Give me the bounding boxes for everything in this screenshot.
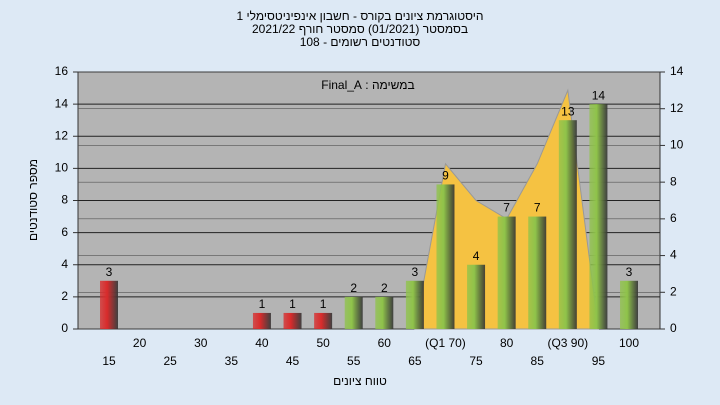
data-label: 2	[381, 281, 388, 295]
chart-title: היסטוגרמת ציונים בקורס - חשבון אינפיניטס…	[237, 9, 484, 23]
x-tick-label: 100	[619, 336, 639, 350]
x-tick-label: 75	[469, 354, 483, 368]
y-tick-label: 4	[61, 257, 68, 271]
x-tick-label: 45	[286, 354, 300, 368]
y-tick-label: 6	[61, 225, 68, 239]
data-label: 9	[442, 169, 449, 183]
y2-tick-label: 10	[670, 138, 684, 152]
x-tick-label: 55	[347, 354, 361, 368]
data-label: 7	[503, 201, 510, 215]
bar	[405, 280, 424, 329]
data-label: 3	[106, 265, 113, 279]
bar	[344, 296, 363, 329]
y-tick-label: 12	[55, 128, 69, 142]
x-tick-label: 65	[408, 354, 422, 368]
x-tick-label: (Q3 90)	[547, 336, 588, 350]
y2-tick-label: 4	[670, 248, 677, 262]
y2-tick-label: 2	[670, 284, 677, 298]
bar	[375, 296, 394, 329]
y-tick-label: 14	[55, 96, 69, 110]
y-tick-label: 8	[61, 193, 68, 207]
x-tick-label: 40	[255, 336, 269, 350]
x-tick-label: (Q1 70)	[425, 336, 466, 350]
annotation: במשימה : Final_A	[321, 78, 414, 92]
bar	[558, 120, 577, 329]
x-tick-label: 95	[592, 354, 606, 368]
bar	[252, 312, 271, 329]
x-tick-label: 60	[378, 336, 392, 350]
bar	[436, 184, 455, 329]
data-label: 14	[592, 88, 606, 102]
data-label: 2	[350, 281, 357, 295]
y-tick-label: 10	[55, 161, 69, 175]
bar	[497, 216, 516, 329]
y2-tick-label: 8	[670, 174, 677, 188]
y-tick-label: 0	[61, 321, 68, 335]
x-tick-label: 15	[102, 354, 116, 368]
x-tick-label: 50	[316, 336, 330, 350]
x-tick-label: 35	[225, 354, 239, 368]
bar	[314, 312, 333, 329]
bar	[467, 264, 486, 329]
data-label: 3	[412, 265, 419, 279]
y-tick-label: 2	[61, 289, 68, 303]
y2-tick-label: 0	[670, 321, 677, 335]
x-axis-label: טווח ציונים	[333, 374, 387, 388]
data-label: 1	[259, 297, 266, 311]
y-axis-label: מספר סטודנטים	[26, 159, 40, 241]
bar	[589, 104, 608, 329]
bar	[283, 312, 302, 329]
y-tick-label: 16	[55, 64, 69, 78]
x-tick-label: 30	[194, 336, 208, 350]
bar	[620, 280, 638, 329]
bar	[100, 280, 118, 329]
y2-tick-label: 14	[670, 64, 684, 78]
data-label: 1	[289, 297, 296, 311]
chart-subtitle: בסמסטר (01/2021) סמסטר חורף 2021/22	[252, 22, 468, 36]
data-label: 7	[534, 201, 541, 215]
x-tick-label: 20	[133, 336, 147, 350]
data-label: 1	[320, 297, 327, 311]
y2-tick-label: 6	[670, 211, 677, 225]
data-label: 13	[561, 104, 575, 118]
bar	[528, 216, 547, 329]
y2-tick-label: 12	[670, 101, 684, 115]
chart-subtitle: סטודנטים רשומים - 108	[300, 35, 421, 49]
x-tick-label: 85	[531, 354, 545, 368]
data-label: 4	[473, 249, 480, 263]
data-label: 3	[626, 265, 633, 279]
x-tick-label: 80	[500, 336, 514, 350]
x-tick-label: 25	[163, 354, 177, 368]
